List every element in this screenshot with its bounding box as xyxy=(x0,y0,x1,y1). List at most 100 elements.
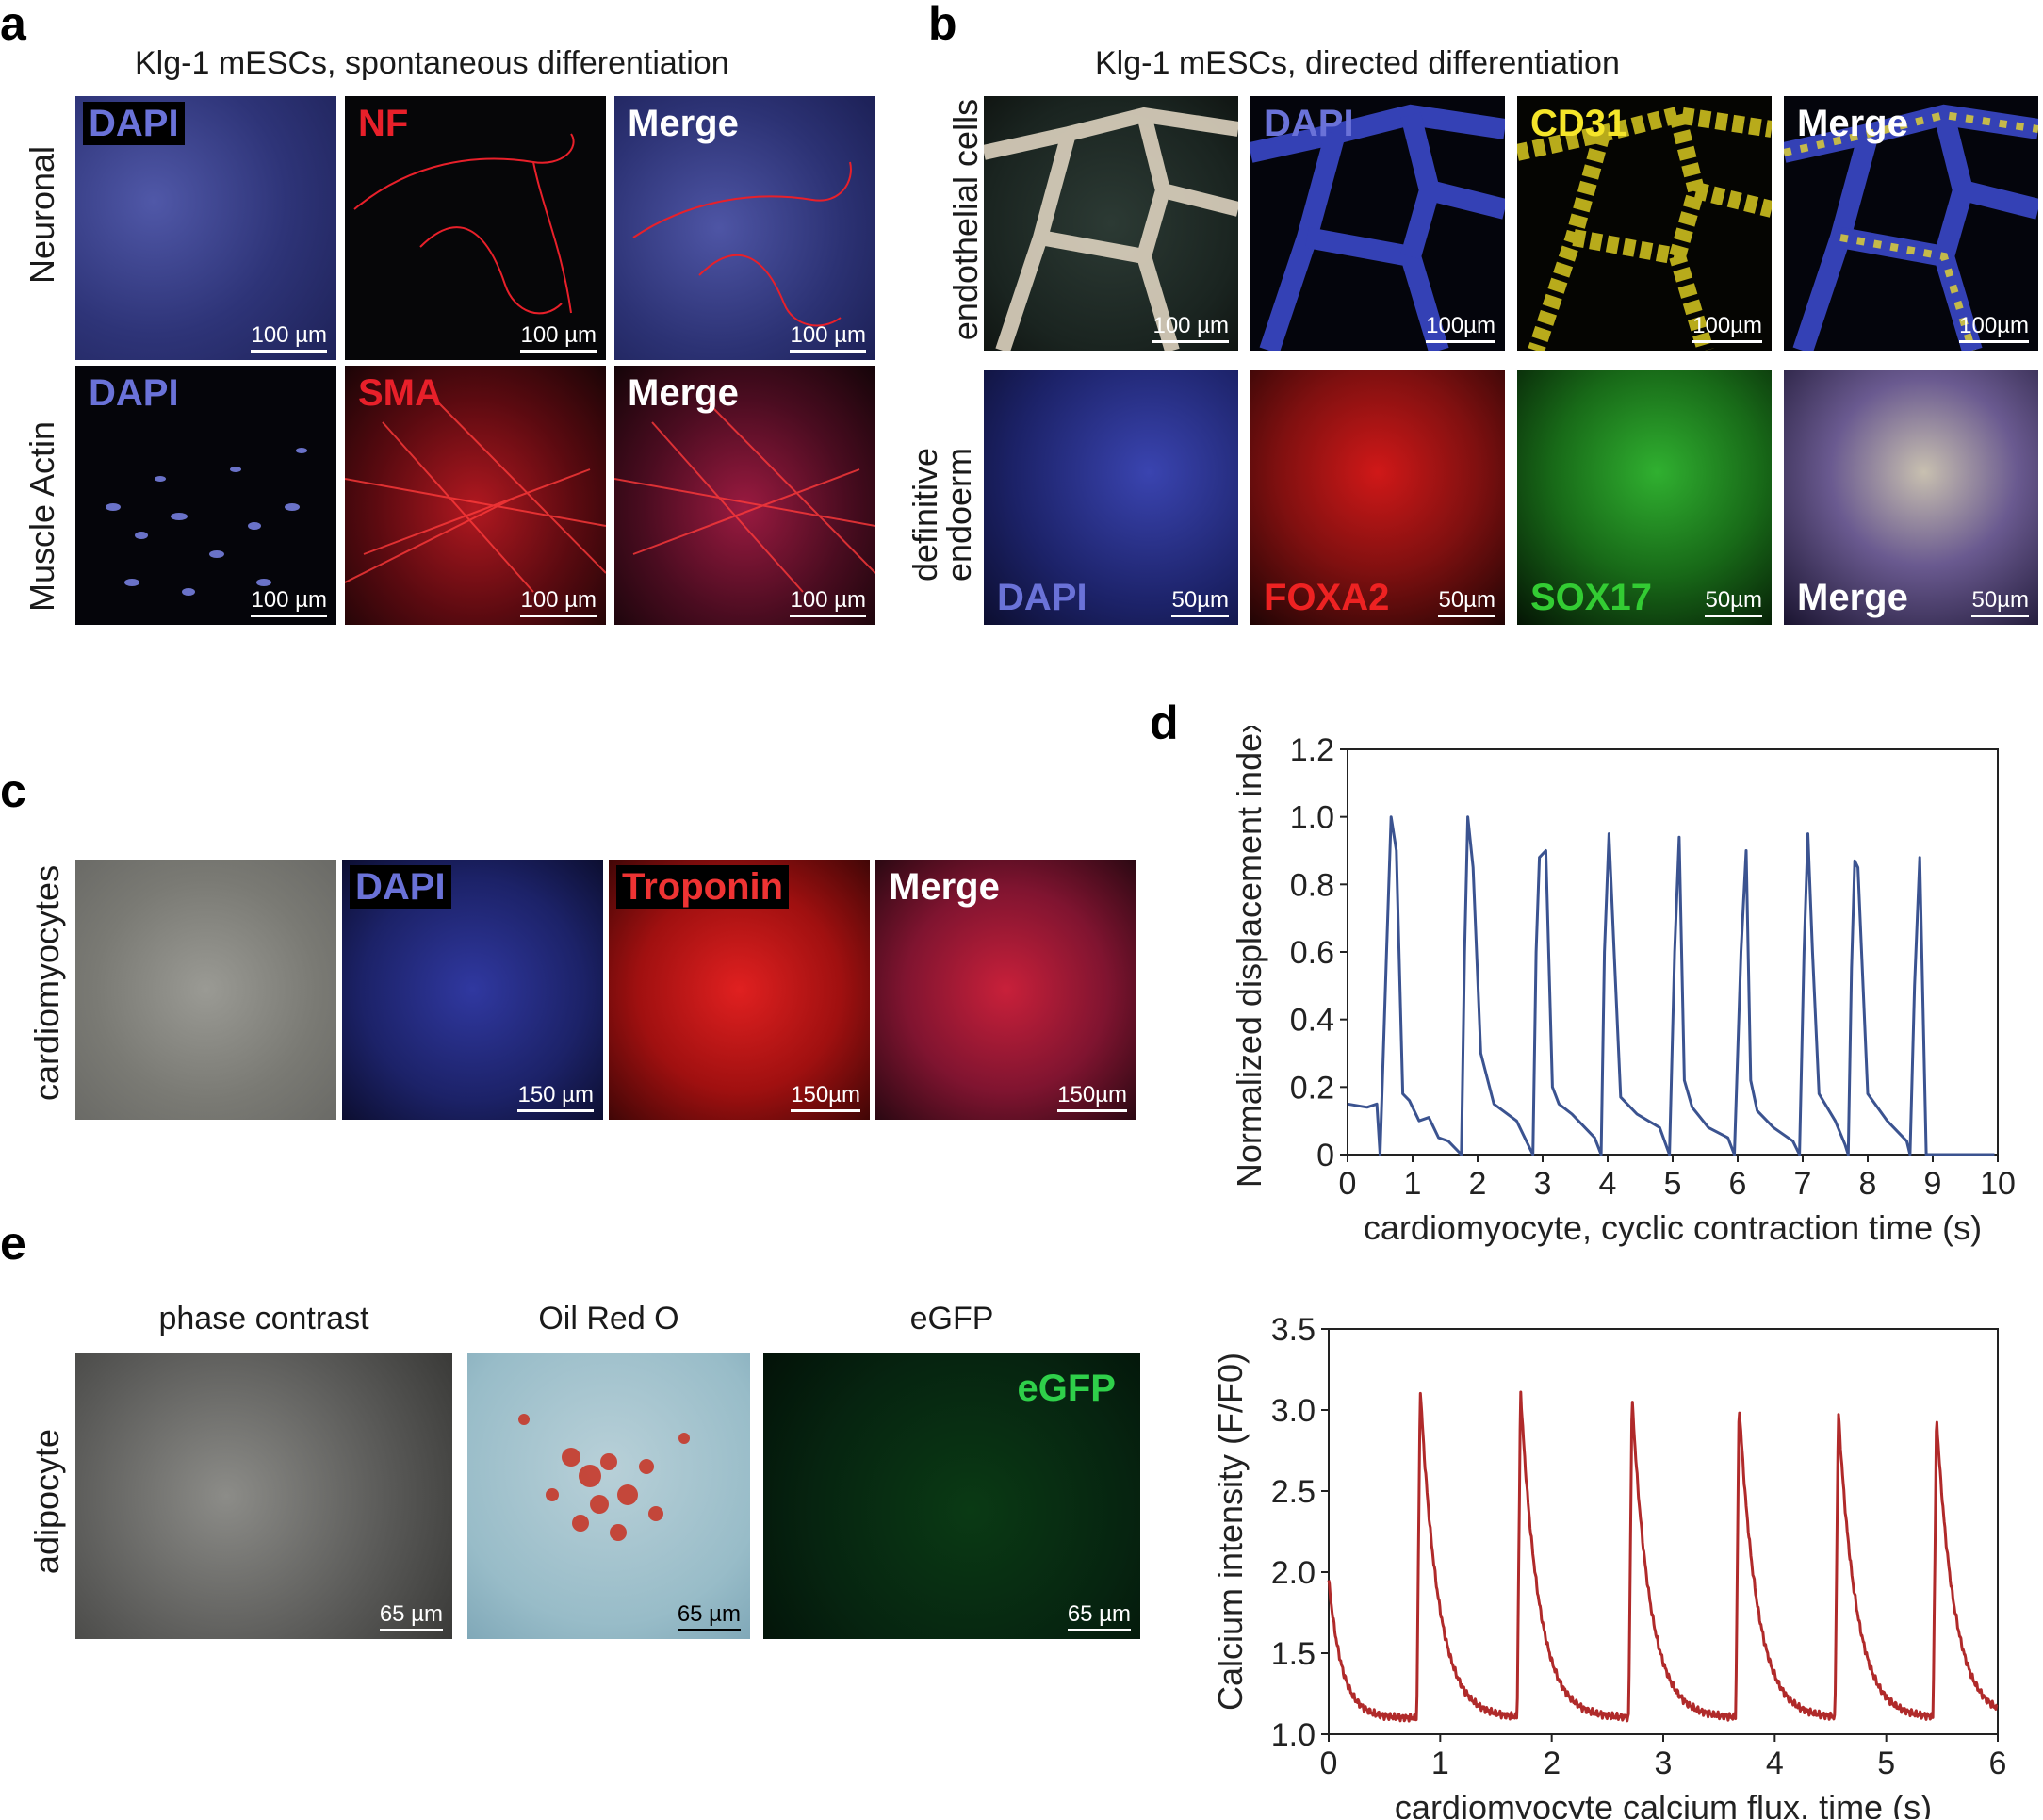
micrograph-neuronal-nf: NF 100 µm xyxy=(345,96,606,360)
scale-bar: 100µm xyxy=(1959,313,2029,343)
y-tick-label: 0.2 xyxy=(1290,1070,1334,1106)
channel-label: Merge xyxy=(1797,103,1908,144)
scale-bar: 100 µm xyxy=(1152,313,1229,343)
vascular-network xyxy=(984,107,1238,351)
channel-label: FOXA2 xyxy=(1264,577,1390,618)
micrograph-endoderm-merge: Merge 50µm xyxy=(1784,370,2038,625)
channel-label: Merge xyxy=(1797,577,1908,618)
plot-frame xyxy=(1347,748,1999,1156)
scale-bar: 65 µm xyxy=(1067,1601,1131,1631)
scale-bar: 50µm xyxy=(1171,587,1229,617)
channel-label: DAPI xyxy=(89,372,179,414)
x-tick-label: 10 xyxy=(1980,1166,2016,1202)
micrograph-muscle-sma: SMA 100 µm xyxy=(345,366,606,625)
nuclei-dots xyxy=(106,448,307,596)
channel-label: Merge xyxy=(889,866,1000,908)
panel-label-c: c xyxy=(0,764,26,817)
y-axis-label: Normalized displacement index xyxy=(1230,726,1268,1188)
neurite-traces xyxy=(353,133,575,315)
y-tick-label: 3.0 xyxy=(1271,1393,1316,1429)
channel-label: DAPI xyxy=(83,102,185,145)
micrograph-adipocyte-oil-red-o: 65 µm xyxy=(467,1353,750,1639)
channel-label: Troponin xyxy=(616,865,790,909)
micrograph-neuronal-merge: Merge 100 µm xyxy=(614,96,875,360)
x-tick-label: 5 xyxy=(1664,1166,1682,1202)
scale-bar: 50µm xyxy=(1971,587,2029,617)
scale-bar: 50µm xyxy=(1438,587,1495,617)
micrograph-endoderm-sox17: SOX17 50µm xyxy=(1517,370,1772,625)
scale-bar: 100 µm xyxy=(520,587,597,617)
plot-frame xyxy=(1328,1328,1999,1735)
y-tick-label: 2.0 xyxy=(1271,1555,1316,1591)
x-tick-label: 0 xyxy=(1339,1166,1357,1202)
y-tick-label: 0.4 xyxy=(1290,1003,1334,1039)
row-label-neuronal: Neuronal xyxy=(23,145,61,285)
chart-displacement: 0 0.2 0.4 0.6 0.8 1.0 1.2 0 1 2 3 4 5 6 7 8 9 10 cardiomyo… xyxy=(1230,726,2016,1247)
scale-bar: 65 µm xyxy=(677,1601,741,1631)
x-tick-label: 2 xyxy=(1543,1746,1561,1781)
actin-fibers xyxy=(345,402,606,593)
micrograph-endothelial-brightfield: 100 µm xyxy=(984,96,1238,351)
x-tick-label: 1 xyxy=(1431,1746,1449,1781)
channel-label: Merge xyxy=(628,372,739,414)
micrograph-endothelial-dapi: DAPI 100µm xyxy=(1250,96,1505,351)
channel-label: SMA xyxy=(358,372,442,414)
y-tick-label: 1.0 xyxy=(1271,1717,1316,1753)
scale-bar: 100µm xyxy=(1692,313,1762,343)
channel-label: eGFP xyxy=(1017,1368,1116,1409)
scale-bar: 100µm xyxy=(1426,313,1495,343)
x-tick-label: 0 xyxy=(1320,1746,1338,1781)
scale-bar: 100 µm xyxy=(251,322,327,353)
micrograph-endothelial-cd31: CD31 100µm xyxy=(1517,96,1772,351)
channel-label: Merge xyxy=(628,103,739,144)
y-tick-label: 2.5 xyxy=(1271,1474,1316,1510)
panel-a-title: Klg-1 mESCs, spontaneous differentiation xyxy=(135,45,729,81)
channel-label: NF xyxy=(358,103,409,144)
panel-label-d: d xyxy=(1150,697,1179,749)
micrograph-muscle-merge: Merge 100 µm xyxy=(614,366,875,625)
x-tick-label: 7 xyxy=(1794,1166,1812,1202)
x-tick-label: 5 xyxy=(1877,1746,1895,1781)
neurite-traces xyxy=(632,161,852,327)
x-tick-label: 6 xyxy=(1729,1166,1747,1202)
x-axis-label: cardiomyocyte, cyclic contraction time (… xyxy=(1364,1208,1982,1247)
micrograph-endothelial-merge: Merge 100µm xyxy=(1784,96,2038,351)
y-tick-label: 0 xyxy=(1316,1138,1334,1173)
micrograph-adipocyte-phase: 65 µm xyxy=(75,1353,452,1639)
scale-bar: 150 µm xyxy=(517,1082,594,1112)
y-axis-label: Calcium intensity (F/F0) xyxy=(1211,1353,1250,1711)
scale-bar: 50µm xyxy=(1705,587,1762,617)
chart-calcium: 1.0 1.5 2.0 2.5 3.0 3.5 0 1 2 3 4 5 6 cardiomyocyte c… xyxy=(1211,1312,2007,1819)
scale-bar: 150µm xyxy=(791,1082,860,1112)
y-tick-label: 3.5 xyxy=(1271,1312,1316,1348)
scale-bar: 100 µm xyxy=(520,322,597,353)
lipid-droplets xyxy=(518,1414,690,1541)
row-label-cardiomyocytes: cardiomyocytes xyxy=(27,864,66,1101)
vascular-network xyxy=(1250,104,1505,351)
row-label-definitive-endoderm: definitive endoerm xyxy=(906,447,978,582)
vascular-network xyxy=(1784,104,2038,351)
micrograph-cardiomyocyte-merge: Merge 150µm xyxy=(875,860,1136,1120)
x-tick-label: 8 xyxy=(1859,1166,1877,1202)
scale-bar: 150µm xyxy=(1057,1082,1127,1112)
micrograph-cardiomyocyte-troponin: Troponin 150µm xyxy=(609,860,870,1120)
series-line xyxy=(1347,815,1995,1156)
row-label-adipocyte: adipocyte xyxy=(27,1428,66,1575)
x-tick-label: 2 xyxy=(1469,1166,1487,1202)
x-tick-label: 1 xyxy=(1404,1166,1422,1202)
x-tick-label: 6 xyxy=(1989,1746,2007,1781)
x-axis-label: cardiomyocyte calcium flux, time (s) xyxy=(1395,1788,1932,1819)
micrograph-endoderm-dapi: DAPI 50µm xyxy=(984,370,1238,625)
panel-label-b: b xyxy=(928,0,957,50)
scale-bar: 100 µm xyxy=(251,587,327,617)
channel-label: DAPI xyxy=(350,865,451,909)
panel-label-a: a xyxy=(0,0,26,50)
micrograph-cardiomyocyte-dapi: DAPI 150 µm xyxy=(342,860,603,1120)
column-title-egfp: eGFP xyxy=(909,1301,994,1336)
panel-b-title: Klg-1 mESCs, directed differentiation xyxy=(1095,45,1620,81)
micrograph-muscle-dapi: DAPI 100 µm xyxy=(75,366,336,625)
row-label-muscle-actin: Muscle Actin xyxy=(23,420,61,613)
micrograph-cardiomyocyte-phase xyxy=(75,860,336,1120)
micrograph-neuronal-dapi: DAPI 100 µm xyxy=(75,96,336,360)
series-line xyxy=(1327,1390,1999,1723)
